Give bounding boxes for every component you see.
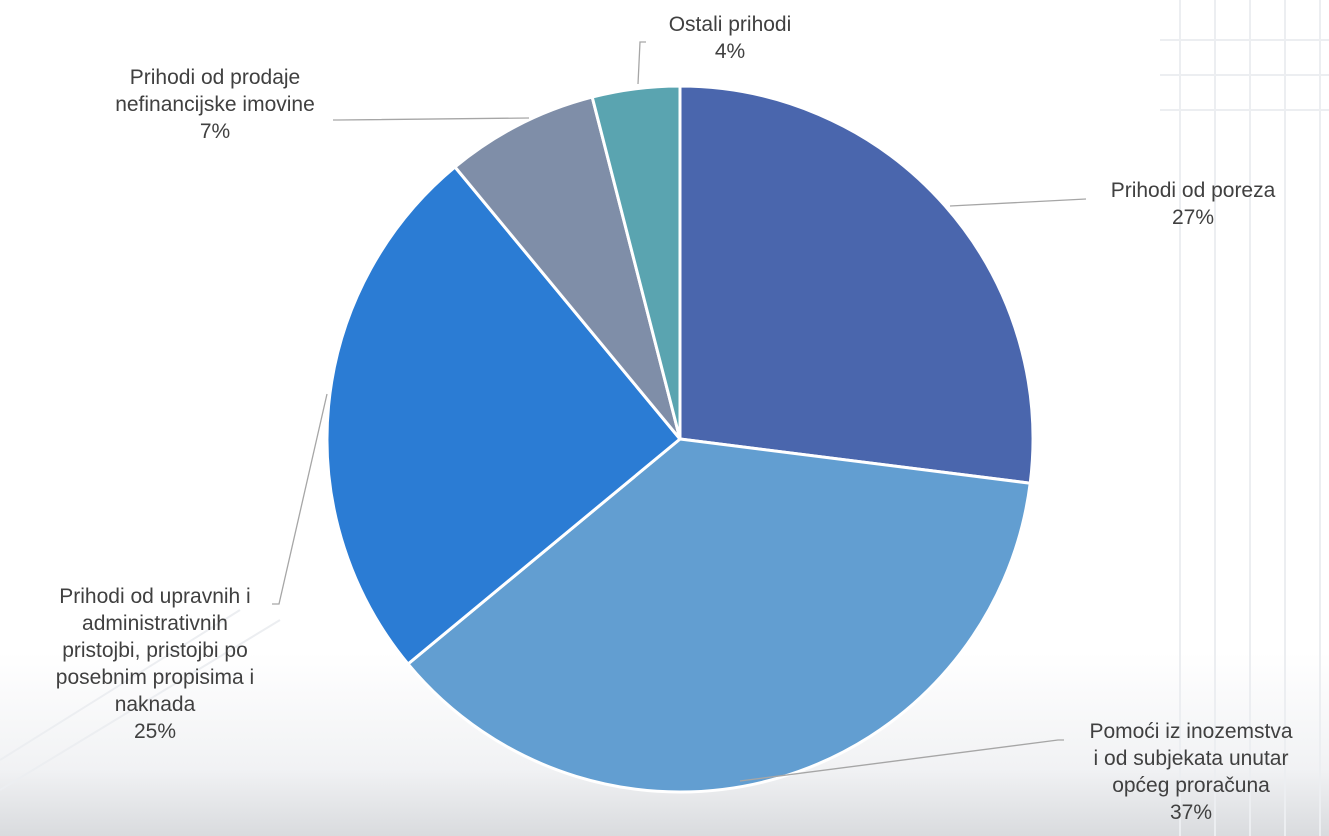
category-label: nefinancijske imovine: [115, 93, 315, 116]
category-label: Prihodi od prodaje: [129, 66, 301, 89]
category-label: Ostali prihodi: [668, 13, 792, 36]
data-label-pomoci-iz-inozemstva: Pomoći iz inozemstva i od subjekata unut…: [1060, 718, 1322, 826]
percentage-label: 4%: [714, 40, 746, 63]
leader-line-prihodi-od-poreza: [949, 198, 1087, 207]
pie-slice-0: [678, 84, 1035, 485]
category-label: posebnim propisima i: [55, 666, 255, 689]
category-label: administrativnih: [82, 612, 228, 635]
leader-lines: [272, 41, 1087, 782]
pie-slices: [325, 84, 1035, 794]
category-label: pristojbi, pristojbi po: [62, 639, 248, 662]
leader-line-upravnih-pristojbi: [272, 393, 328, 605]
category-label: Prihodi od upravnih i: [59, 585, 251, 608]
data-label-prihodi-od-prodaje-imovine: Prihodi od prodaje nefinancijske imovine…: [70, 64, 360, 145]
leader-line-pomoci: [739, 739, 1064, 782]
leader-line-prodaje-imovine: [333, 117, 530, 121]
percentage-label: 27%: [1171, 206, 1215, 229]
leader-line-ostali-prihodi: [637, 41, 646, 85]
category-label: općeg proračuna: [1112, 774, 1270, 797]
pie-slice-4: [590, 84, 682, 441]
percentage-label: 7%: [199, 120, 231, 143]
percentage-label: 37%: [1169, 801, 1213, 824]
category-label: i od subjekata unutar: [1093, 747, 1289, 770]
pie-slice-2: [325, 165, 682, 666]
category-label: Pomoći iz inozemstva: [1089, 720, 1293, 743]
pie-slice-3: [453, 95, 682, 441]
category-label: naknada: [114, 693, 196, 716]
data-label-prihodi-od-poreza: Prihodi od poreza 27%: [1088, 177, 1298, 231]
data-label-ostali-prihodi: Ostali prihodi 4%: [640, 11, 820, 65]
pie-slice-1: [406, 437, 1032, 794]
percentage-label: 25%: [133, 720, 177, 743]
data-label-prihodi-od-upravnih-pristojbi: Prihodi od upravnih i administrativnih p…: [10, 583, 300, 745]
category-label: Prihodi od poreza: [1110, 179, 1276, 202]
